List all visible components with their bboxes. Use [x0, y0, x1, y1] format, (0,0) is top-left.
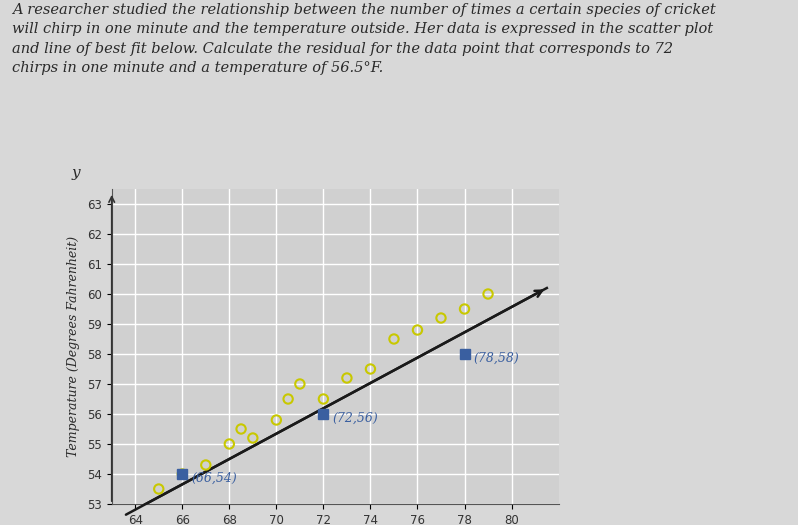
- Point: [223, 440, 235, 448]
- Text: (78,58): (78,58): [474, 352, 519, 364]
- Point: [282, 395, 294, 403]
- Point: [317, 395, 330, 403]
- Point: [364, 365, 377, 373]
- Text: (72,56): (72,56): [333, 412, 378, 425]
- Y-axis label: Temperature (Degrees Fahrenheit): Temperature (Degrees Fahrenheit): [67, 236, 80, 457]
- Point: [341, 374, 354, 382]
- Text: A researcher studied the relationship between the number of times a certain spec: A researcher studied the relationship be…: [12, 3, 716, 75]
- Point: [235, 425, 247, 433]
- Point: [294, 380, 306, 388]
- Point: [482, 290, 495, 298]
- Text: y: y: [72, 165, 81, 180]
- Point: [270, 416, 282, 424]
- Point: [200, 461, 212, 469]
- Point: [435, 314, 448, 322]
- Point: [388, 335, 401, 343]
- Point: [152, 485, 165, 493]
- Point: [247, 434, 259, 442]
- Point: [458, 305, 471, 313]
- Point: [411, 326, 424, 334]
- Point: [176, 470, 188, 478]
- Text: (66,54): (66,54): [192, 471, 238, 485]
